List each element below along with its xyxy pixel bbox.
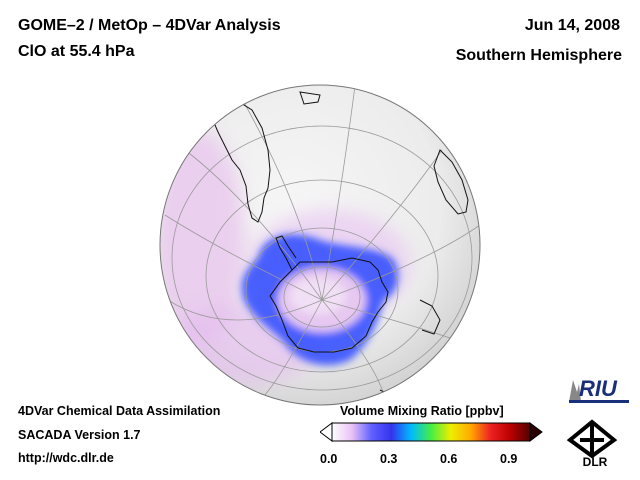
dlr-logo: DLR: [566, 419, 618, 468]
coastlines: [211, 91, 469, 405]
colorbar-min-arrow: [320, 422, 333, 442]
riu-logo: RIU: [569, 376, 629, 403]
globe-outline: [159, 84, 481, 406]
colorbar-max-arrow: [529, 422, 543, 442]
colorbar-title: Volume Mixing Ratio [ppbv]: [340, 404, 504, 418]
colorbar-tick-1: 0.3: [380, 452, 398, 466]
colorbar-tick-0: 0.0: [320, 452, 338, 466]
footer-url: http://wdc.dlr.de: [18, 451, 114, 465]
footer-line1: 4DVar Chemical Data Assimilation: [18, 404, 221, 418]
hemisphere-label: Southern Hemisphere: [455, 47, 622, 64]
clo-vortex: [241, 234, 399, 366]
colorbar: [320, 422, 543, 442]
riu-logo-text: RIU: [579, 376, 618, 401]
date-label: Jun 14, 2008: [524, 17, 620, 34]
latitude-lines: [171, 125, 473, 391]
colorbar-tick-3: 0.9: [500, 452, 518, 466]
dlr-logo-text: DLR: [583, 455, 608, 468]
colorbar-ramp: [331, 422, 531, 442]
title-line2: ClO at 55.4 hPa: [18, 43, 135, 60]
footer-line2: SACADA Version 1.7: [18, 428, 141, 442]
title-line1: GOME–2 / MetOp – 4DVar Analysis: [18, 17, 281, 34]
colorbar-tick-2: 0.6: [440, 452, 458, 466]
meridian-lines: [164, 85, 480, 401]
